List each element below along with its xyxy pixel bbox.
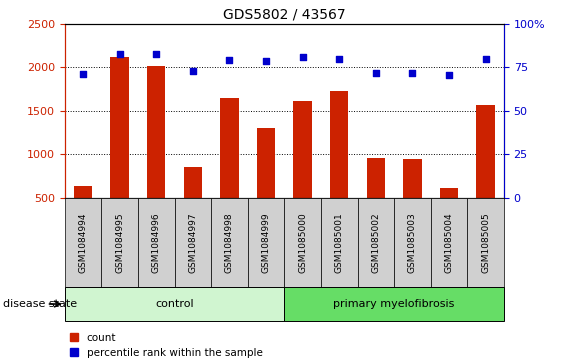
Bar (440, 188, 458, 198)
Bar (431, 198, 467, 287)
Text: disease state: disease state (3, 299, 77, 309)
Point (152, 51, 161, 57)
Bar (321, 198, 358, 287)
Point (298, 54, 307, 60)
Text: GSM1085003: GSM1085003 (408, 212, 417, 273)
Bar (138, 198, 175, 287)
Bar (65, 287, 284, 321)
Point (225, 57, 234, 63)
Text: control: control (155, 299, 194, 309)
Bar (110, 57, 129, 198)
Bar (284, 287, 504, 321)
Bar (184, 167, 202, 198)
Bar (284, 198, 321, 287)
Text: GSM1084996: GSM1084996 (152, 212, 160, 273)
Bar (220, 98, 239, 198)
Bar (147, 66, 166, 198)
Text: primary myelofibrosis: primary myelofibrosis (333, 299, 455, 309)
Bar (330, 91, 348, 198)
Text: GSM1084994: GSM1084994 (79, 212, 87, 273)
Bar (101, 198, 138, 287)
Text: GSM1084997: GSM1084997 (189, 212, 197, 273)
Bar (403, 159, 422, 198)
Bar (367, 158, 385, 198)
Text: GSM1085005: GSM1085005 (481, 212, 490, 273)
Bar (476, 105, 495, 198)
Point (115, 51, 124, 57)
Point (79, 71, 88, 77)
Bar (394, 198, 431, 287)
Text: GSM1084998: GSM1084998 (225, 212, 234, 273)
Bar (74, 185, 92, 198)
Point (334, 56, 343, 62)
Bar (175, 198, 211, 287)
Bar (467, 198, 504, 287)
Text: GSM1085002: GSM1085002 (372, 212, 380, 273)
Bar (211, 198, 248, 287)
Bar (65, 198, 101, 287)
Point (372, 70, 381, 76)
Bar (293, 101, 312, 198)
Point (481, 56, 490, 62)
Point (188, 68, 197, 74)
Text: GSM1084995: GSM1084995 (115, 212, 124, 273)
Bar (358, 198, 394, 287)
Point (445, 72, 454, 78)
Text: GSM1084999: GSM1084999 (262, 212, 270, 273)
Text: GSM1085000: GSM1085000 (298, 212, 307, 273)
Point (261, 58, 270, 64)
Legend: count, percentile rank within the sample: count, percentile rank within the sample (70, 333, 262, 358)
Bar (248, 198, 284, 287)
Title: GDS5802 / 43567: GDS5802 / 43567 (223, 7, 346, 21)
Text: GSM1085004: GSM1085004 (445, 212, 453, 273)
Text: GSM1085001: GSM1085001 (335, 212, 343, 273)
Point (408, 70, 417, 76)
Bar (257, 128, 275, 198)
